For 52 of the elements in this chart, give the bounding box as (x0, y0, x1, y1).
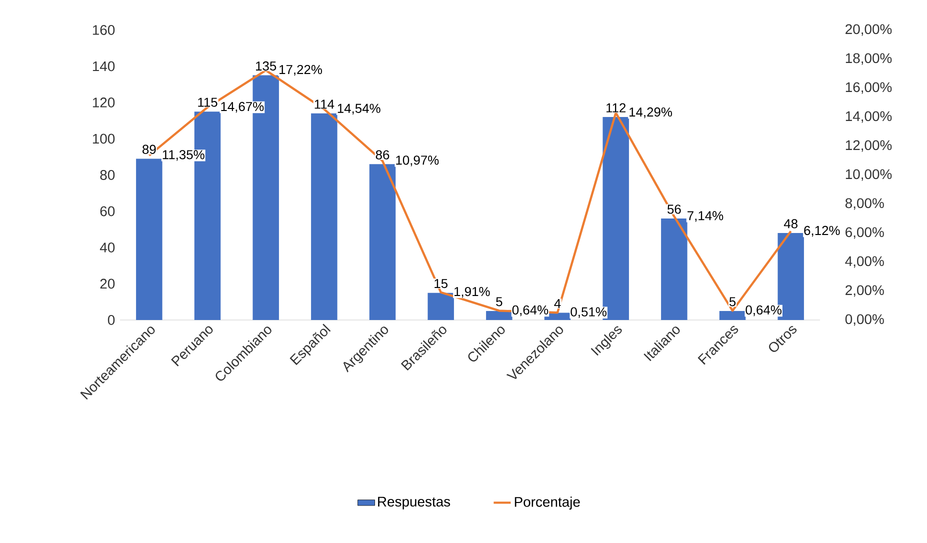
data-label: 48 (784, 219, 798, 228)
data-label: 5 (729, 297, 736, 306)
data-label: 0,51% (570, 307, 606, 318)
data-label: 135 (256, 61, 276, 71)
bar (369, 164, 396, 320)
y2-tick-label: 4,00% (845, 256, 884, 268)
data-label: 112 (606, 103, 626, 112)
data-label: 114 (314, 100, 334, 109)
data-label: 86 (376, 150, 390, 160)
data-label: 4 (554, 299, 561, 308)
data-label: 0,64% (512, 305, 548, 316)
data-label: 1,91% (454, 286, 490, 298)
y-tick-label: 140 (92, 61, 115, 72)
data-label: 17,22% (280, 64, 322, 76)
y-tick-label: 0 (108, 315, 115, 325)
y2-tick-label: 18,00% (846, 53, 892, 65)
legend-label: Porcentaje (514, 496, 580, 510)
data-label: 11,35% (162, 150, 204, 161)
data-label: 7,14% (688, 211, 724, 222)
data-label: 14,29% (630, 107, 672, 118)
y2-tick-label: 10,00% (846, 169, 892, 181)
y-tick-label: 160 (92, 25, 115, 35)
data-label: 5 (496, 297, 502, 306)
bar (719, 310, 746, 320)
y2-tick-label: 12,00% (846, 140, 892, 152)
y2-tick-label: 2,00% (846, 285, 884, 297)
data-label: 10,97% (396, 156, 439, 166)
y2-tick-label: 14,00% (846, 111, 892, 123)
data-label: 14,67% (221, 102, 264, 113)
bar (661, 218, 688, 320)
y-tick-label: 120 (92, 98, 115, 108)
y-tick-label: 20 (100, 278, 115, 289)
data-label: 0,64% (746, 305, 782, 316)
bar (311, 113, 338, 320)
data-label: 115 (198, 98, 218, 107)
y2-tick-label: 16,00% (846, 82, 892, 94)
data-label: 15 (434, 279, 448, 288)
bar (428, 292, 454, 320)
y-tick-label: 80 (100, 170, 115, 180)
y-tick-label: 100 (92, 134, 115, 144)
data-label: 6,12% (804, 226, 840, 237)
y2-tick-label: 8,00% (845, 198, 884, 210)
data-label: 56 (667, 204, 681, 214)
y2-tick-label: 0,00% (845, 314, 884, 326)
y2-tick-label: 6,00% (846, 227, 884, 239)
y-tick-label: 40 (100, 242, 115, 252)
legend-label: Respuestas (378, 496, 450, 510)
data-label: 14,54% (338, 104, 380, 114)
data-label: 89 (142, 144, 156, 154)
y2-tick-label: 20,00% (846, 24, 892, 36)
y-tick-label: 60 (100, 206, 115, 216)
bar (136, 158, 162, 320)
